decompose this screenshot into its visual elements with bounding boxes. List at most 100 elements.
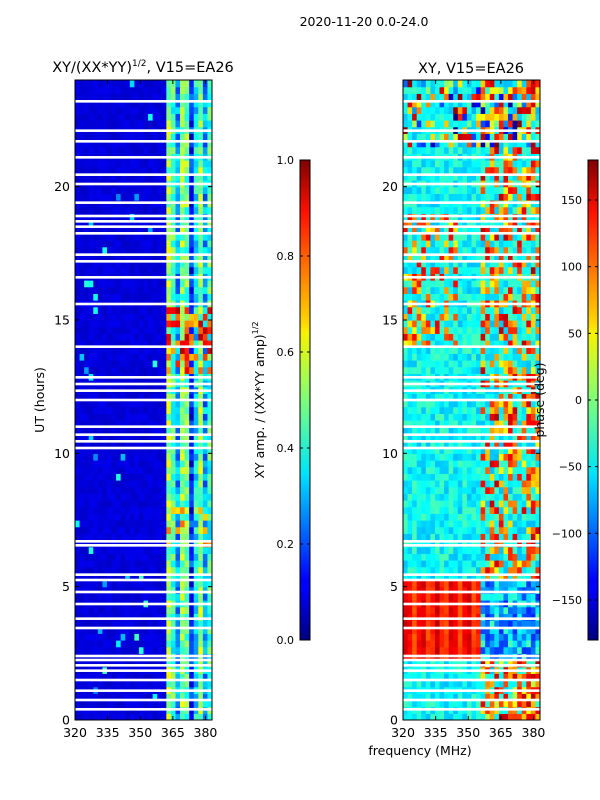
amplitude-heat-cell (79, 713, 85, 720)
amplitude-heat-cell (79, 593, 85, 601)
amplitude-heat-cell (166, 486, 172, 494)
phase-heat-cell (462, 333, 468, 341)
phase-heat-cell (412, 553, 418, 561)
phase-heat-cell (416, 620, 422, 628)
amplitude-heat-cell (148, 473, 154, 481)
phase-heat-cell (489, 646, 495, 654)
amplitude-heat-cell (129, 93, 135, 101)
amplitude-heat-cell (184, 160, 190, 168)
amplitude-heat-cell (189, 160, 195, 168)
amplitude-heat-cell (184, 86, 190, 94)
amplitude-heat-cell (161, 246, 167, 254)
amplitude-heat-cell (161, 420, 167, 428)
amplitude-heat-cell (120, 480, 126, 488)
phase-heat-cell (430, 280, 436, 288)
amplitude-heat-cell (88, 566, 94, 574)
amplitude-heat-cell (184, 366, 190, 374)
amplitude-heat-cell (170, 433, 177, 441)
amplitude-heat-cell (138, 460, 145, 468)
amplitude-heat-cell (106, 293, 113, 301)
phase-heat-cell (462, 426, 468, 434)
amplitude-heat-cell (138, 673, 145, 681)
phase-heat-cell (498, 366, 505, 374)
phase-heat-cell (457, 326, 463, 334)
amplitude-heat-cell (102, 133, 108, 141)
phase-heat-cell (526, 313, 532, 321)
amplitude-heat-cell (97, 226, 103, 234)
amplitude-heat-cell (102, 100, 108, 108)
amplitude-heat-cell (88, 540, 94, 548)
amplitude-heat-cell (97, 593, 103, 601)
phase-heat-cell (425, 606, 431, 614)
phase-heat-cell (535, 426, 540, 434)
amplitude-heat-cell (157, 220, 163, 228)
phase-heat-cell (407, 493, 413, 501)
phase-heat-cell (489, 700, 495, 708)
amplitude-heat-cell (111, 433, 117, 441)
amplitude-heat-cell (175, 620, 181, 628)
phase-heat-cell (476, 520, 482, 528)
amplitude-heat-cell (148, 93, 154, 101)
amplitude-heat-cell (189, 326, 195, 334)
phase-heat-cell (512, 606, 518, 614)
phase-heat-cell (430, 580, 436, 588)
phase-heat-cell (439, 633, 445, 641)
phase-heat-cell (403, 526, 409, 534)
amplitude-heat-cell (180, 220, 186, 228)
amplitude-heat-cell (138, 306, 145, 314)
amplitude-heat-cell (88, 486, 94, 494)
phase-heat-cell (535, 346, 540, 354)
amplitude-heat-cell (184, 460, 190, 468)
phase-heat-cell (453, 640, 459, 648)
phase-heat-cell (448, 340, 454, 348)
amplitude-heat-cell (120, 693, 126, 701)
phase-heat-cell (425, 433, 431, 441)
amplitude-heat-cell (106, 193, 113, 201)
phase-heat-cell (444, 520, 450, 528)
amplitude-heat-cell (111, 193, 117, 201)
phase-heat-cell (521, 673, 527, 681)
amplitude-heat-cell (129, 333, 135, 341)
phase-heat-cell (434, 646, 441, 654)
phase-heat-cell (434, 673, 441, 681)
amplitude-heat-cell (75, 333, 81, 341)
amplitude-heat-cell (152, 366, 158, 374)
phase-heat-cell (489, 633, 495, 641)
phase-heat-cell (517, 326, 523, 334)
amplitude-heat-cell (102, 326, 108, 334)
phase-heat-cell (439, 433, 445, 441)
amplitude-heat-cell (180, 360, 186, 368)
phase-heat-cell (439, 353, 445, 361)
amplitude-heat-cell (97, 193, 103, 201)
amplitude-heat-cell (180, 626, 186, 634)
amplitude-heat-cell (189, 613, 195, 621)
phase-heat-cell (407, 466, 413, 474)
amplitude-heat-cell (88, 393, 94, 401)
amplitude-heat-cell (106, 553, 113, 561)
phase-heat-cell (425, 526, 431, 534)
phase-heat-cell (430, 473, 436, 481)
amplitude-heat-cell (157, 580, 163, 588)
amplitude-heat-cell (106, 186, 113, 194)
phase-heat-cell (462, 613, 468, 621)
amplitude-heat-cell (102, 246, 108, 254)
amplitude-heat-cell (184, 713, 190, 720)
phase-heat-cell (430, 486, 436, 494)
amplitude-heat-cell (75, 513, 81, 521)
phase-heat-cell (494, 453, 500, 461)
phase-heat-cell (444, 480, 450, 488)
phase-heat-cell (439, 586, 445, 594)
amplitude-heat-cell (207, 606, 212, 614)
amplitude-heat-cell (93, 626, 99, 634)
amplitude-heat-cell (75, 613, 81, 621)
phase-heat-cell (439, 366, 445, 374)
amplitude-heat-cell (161, 693, 167, 701)
amplitude-heat-cell (93, 513, 99, 521)
amplitude-heat-cell (97, 86, 103, 94)
amplitude-heat-cell (143, 313, 149, 321)
amplitude-heat-cell (84, 460, 90, 468)
phase-heat-cell (480, 513, 486, 521)
phase-heat-cell (407, 473, 413, 481)
phase-heat-cell (444, 493, 450, 501)
phase-heat-cell (480, 713, 486, 720)
